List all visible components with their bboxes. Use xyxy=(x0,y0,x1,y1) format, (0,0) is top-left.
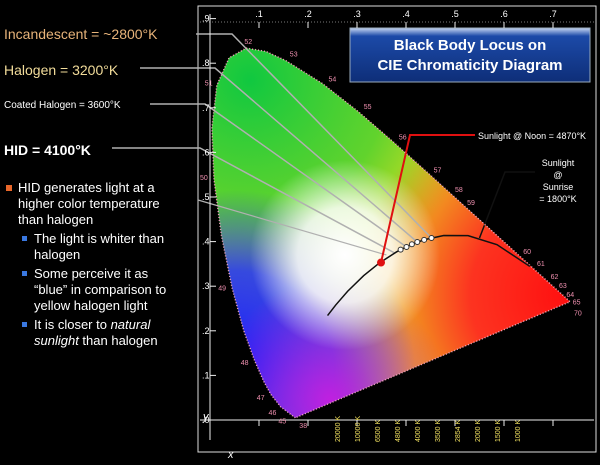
sunrise-annotation: Sunlight xyxy=(542,158,575,168)
x-axis-label: x xyxy=(227,449,234,461)
wavelength-label: 52 xyxy=(244,39,252,46)
wavelength-label: 60 xyxy=(523,249,531,256)
text: than halogen xyxy=(78,333,158,348)
temperature-label: 6500 K xyxy=(375,419,382,442)
wavelength-label: 70 xyxy=(574,311,582,318)
wavelength-label: 61 xyxy=(537,261,545,268)
left-panel: Incandescent = ~2800°K Halogen = 3200°K … xyxy=(0,0,200,465)
temperature-label: 10000 K xyxy=(355,416,362,442)
y-tick-label: .8 xyxy=(202,58,210,68)
frame xyxy=(197,5,597,453)
leader-line xyxy=(140,67,418,243)
y-axis-label: y xyxy=(202,411,210,423)
color-gamut xyxy=(211,48,570,418)
locus-point xyxy=(414,239,421,246)
leader-line xyxy=(197,199,387,256)
wavelength-label: 51 xyxy=(205,80,213,87)
wavelength-label: 55 xyxy=(364,104,372,111)
sunrise-annotation: = 1800°K xyxy=(539,194,576,204)
title: Black Body Locus on xyxy=(394,37,547,54)
sunrise-line xyxy=(478,171,535,239)
noon-point xyxy=(377,258,386,267)
x-tick-label: .3 xyxy=(353,9,361,19)
light-source: Halogen = 3200°K xyxy=(4,62,119,78)
title: CIE Chromaticity Diagram xyxy=(377,57,562,74)
locus-point xyxy=(397,246,404,253)
wavelength-label: 45 xyxy=(278,418,286,425)
temperature-label: 1000 K xyxy=(515,419,522,442)
leader-lines xyxy=(112,33,535,263)
y-tick-label: .2 xyxy=(202,326,210,336)
sunrise-annotation: @ xyxy=(553,170,562,180)
temperature-label: 4800 K xyxy=(395,419,402,442)
x-tick-label: .1 xyxy=(255,9,263,19)
light-source: Coated Halogen = 3600°K xyxy=(4,100,121,111)
light-source: HID = 4100°K xyxy=(4,142,91,158)
noon-line xyxy=(380,134,475,263)
y-tick-label: .0 xyxy=(202,415,210,425)
sunrise-annotation: Sunrise xyxy=(543,182,574,192)
text: It is closer to xyxy=(34,317,111,332)
leader-line xyxy=(196,33,433,239)
wavelength-label: 54 xyxy=(329,77,337,84)
x-tick-label: .4 xyxy=(402,9,410,19)
y-tick-label: .7 xyxy=(202,103,210,113)
wavelength-label: 38 xyxy=(299,423,307,430)
y-tick-label: .5 xyxy=(202,192,210,202)
sub-bullet: The light is whiter than halogen xyxy=(4,231,184,263)
wavelength-label: 46 xyxy=(269,410,277,417)
locus-point xyxy=(403,243,410,250)
locus-point xyxy=(421,236,428,243)
y-tick-label: .9 xyxy=(202,14,210,24)
wavelength-label: 56 xyxy=(399,134,407,141)
wavelength-label: 58 xyxy=(455,187,463,194)
temperature-label: 20000 K xyxy=(335,416,342,442)
x-tick-label: .7 xyxy=(549,9,557,19)
x-tick-label: .2 xyxy=(304,9,312,19)
wavelength-label: 62 xyxy=(551,274,559,281)
sub-bullet: Some perceive it as “blue” in comparison… xyxy=(4,266,184,314)
y-tick-label: .3 xyxy=(202,281,210,291)
wavelength-label: 63 xyxy=(559,283,567,290)
wavelength-label: 48 xyxy=(241,360,249,367)
leader-line xyxy=(112,147,395,254)
y-tick-label: .4 xyxy=(202,237,210,247)
wavelength-label: 65 xyxy=(573,300,581,307)
locus-point xyxy=(428,235,435,242)
locus-point xyxy=(408,241,415,248)
leader-line xyxy=(150,103,407,248)
temperature-label: 2854 K xyxy=(455,419,462,442)
x-tick-label: .5 xyxy=(451,9,459,19)
wavelength-label: 64 xyxy=(566,292,574,299)
y-tick-label: .1 xyxy=(202,370,210,380)
wavelength-label: 53 xyxy=(290,52,298,59)
wavelength-label: 57 xyxy=(434,168,442,175)
title-box xyxy=(349,27,591,83)
sub-bullet: It is closer to natural sunlight than ha… xyxy=(4,317,184,349)
wavelength-label: 47 xyxy=(257,395,265,402)
wavelength-label: 49 xyxy=(218,285,226,292)
bullets: HID generates light at a higher color te… xyxy=(4,180,184,349)
temperature-label: 4000 K xyxy=(415,419,422,442)
noon-annotation: Sunlight @ Noon = 4870°K xyxy=(478,131,586,141)
temperature-label: 2000 K xyxy=(475,419,482,442)
wavelength-label: 59 xyxy=(467,200,475,207)
light-source: Incandescent = ~2800°K xyxy=(4,26,158,42)
temperature-label: 3500 K xyxy=(435,419,442,442)
x-tick-label: .6 xyxy=(500,9,508,19)
temperature-label: 1500 K xyxy=(495,419,502,442)
emphasis: natural sunlight xyxy=(34,317,151,348)
y-tick-label: .6 xyxy=(202,147,210,157)
wavelength-label: 50 xyxy=(200,175,208,182)
bullet: HID generates light at a higher color te… xyxy=(4,180,184,228)
